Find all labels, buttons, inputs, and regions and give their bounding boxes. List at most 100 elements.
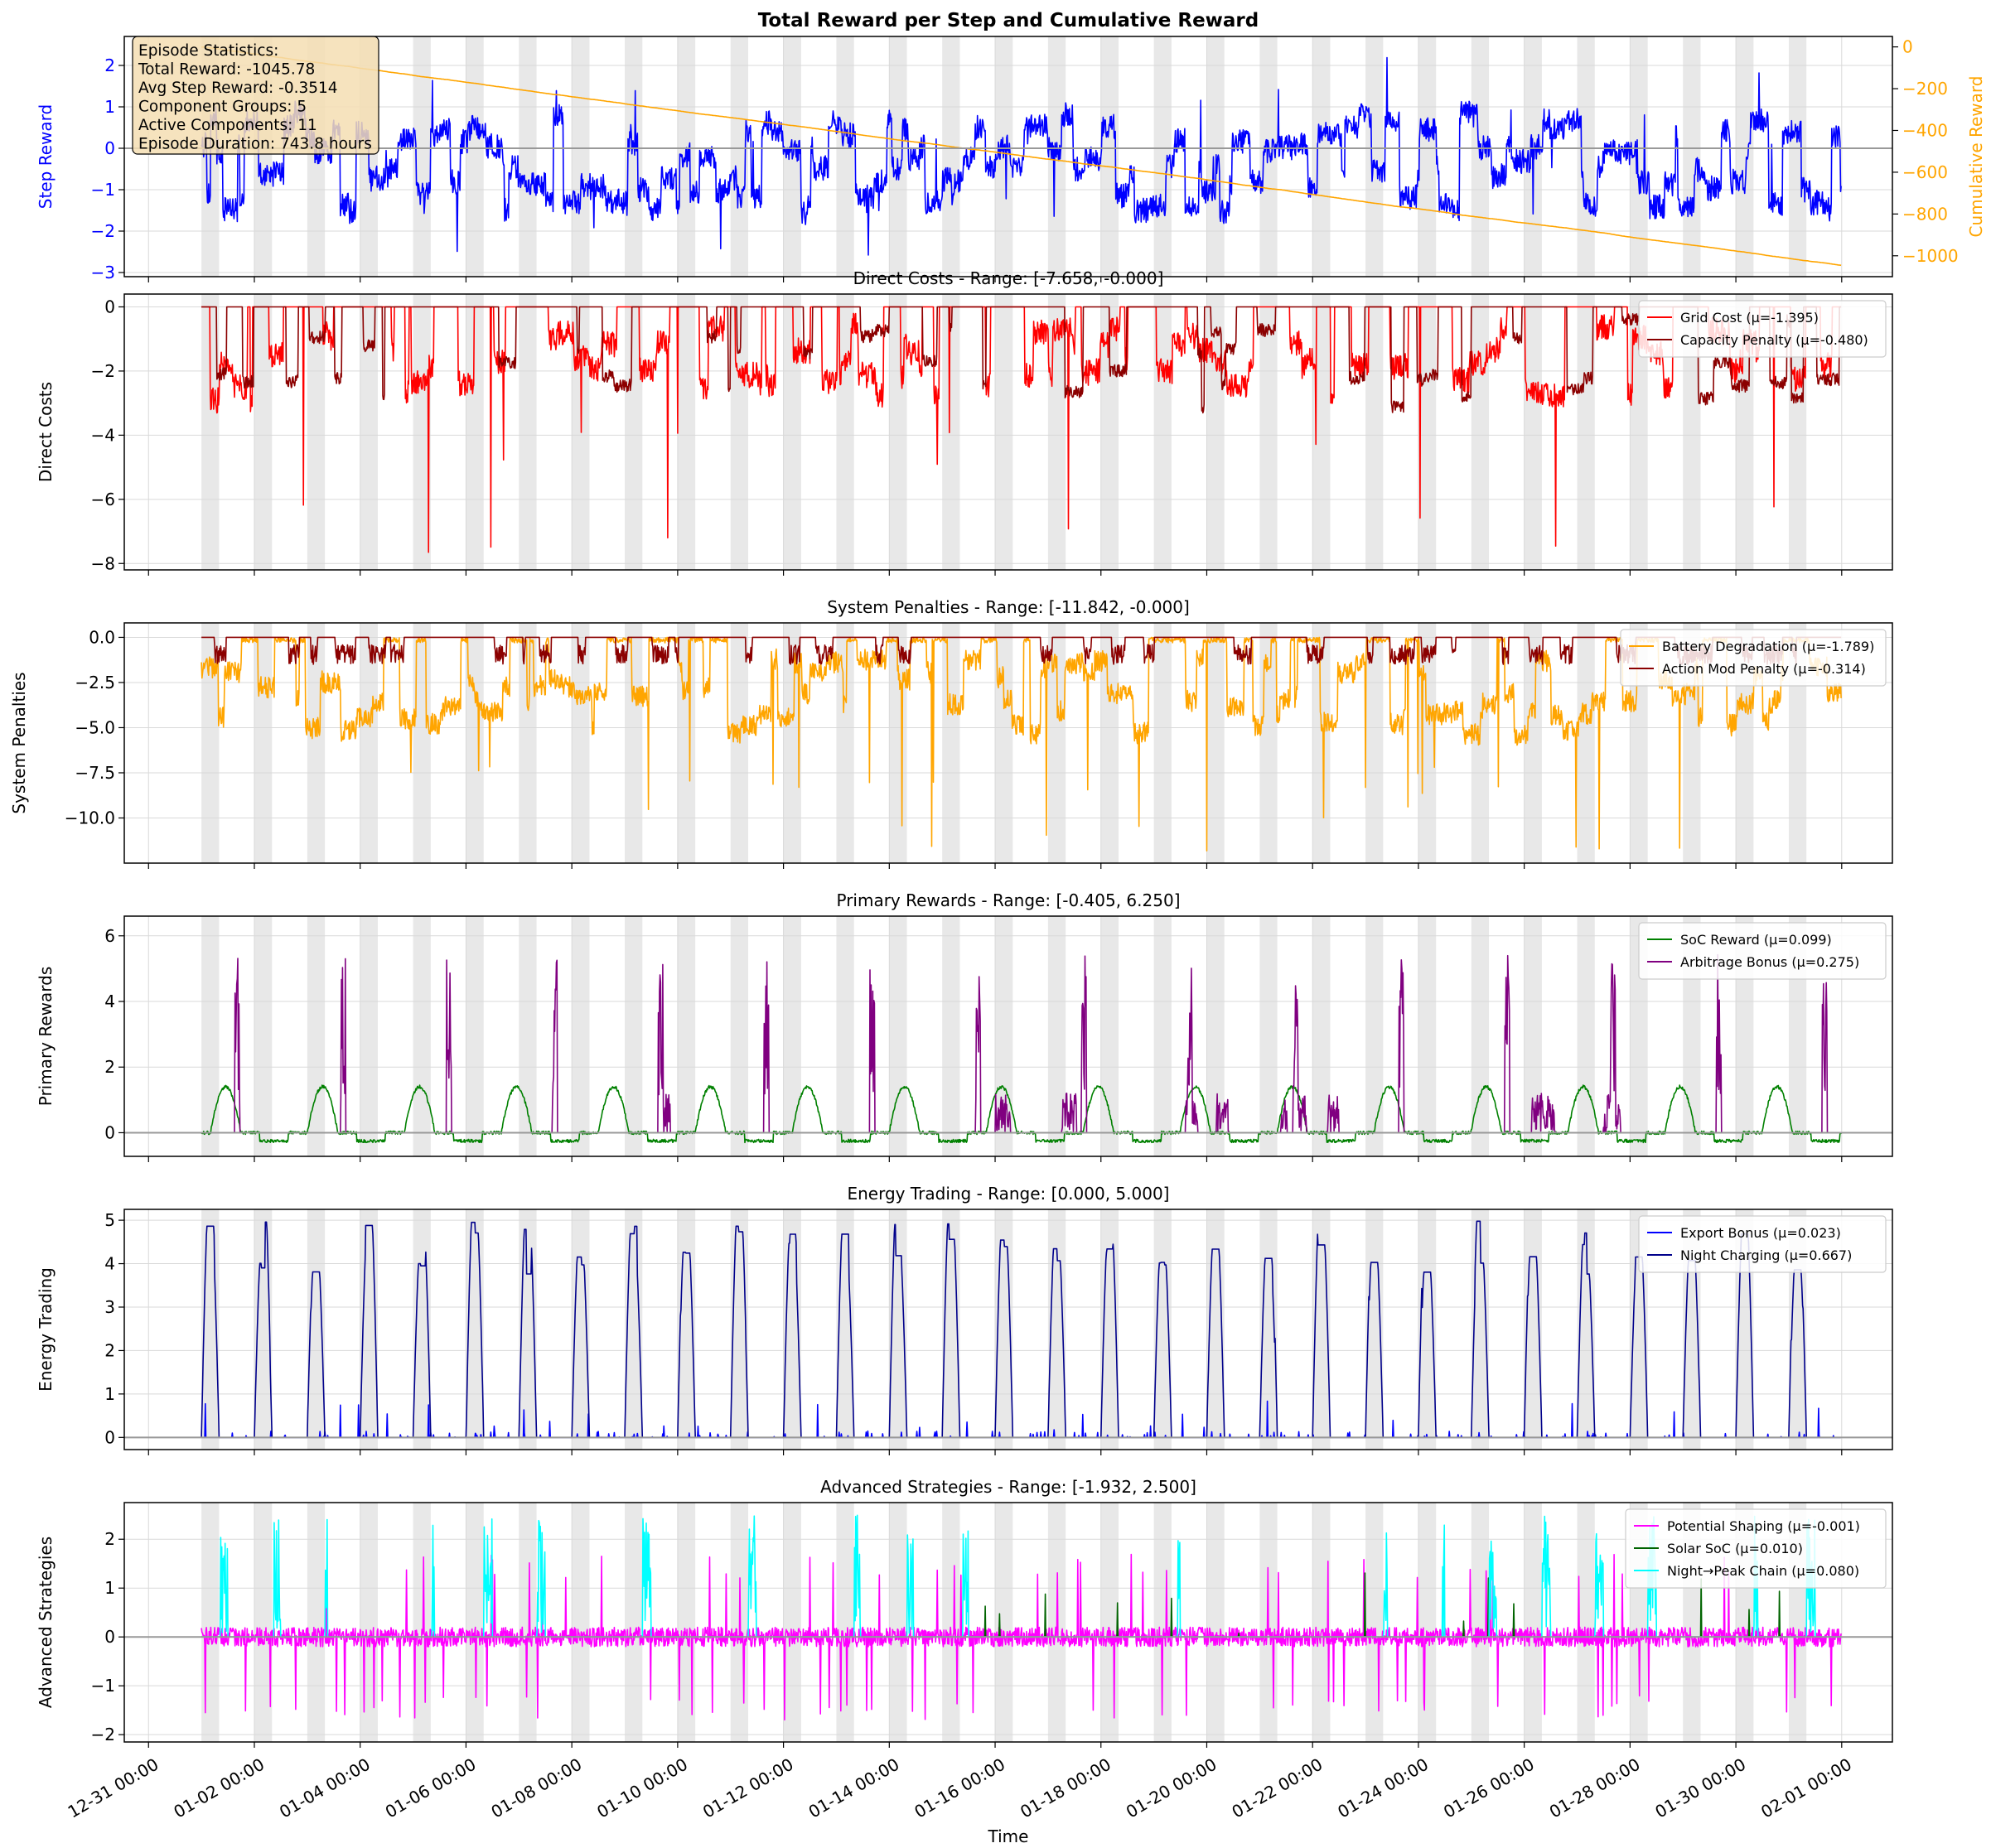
y-tick-label: −2 [91, 361, 115, 381]
night-band [625, 36, 643, 277]
legend-entry: SoC Reward (μ=0.099) [1680, 932, 1832, 948]
night-band [1259, 36, 1278, 277]
night-band [1365, 36, 1384, 277]
y-tick-label: −3 [91, 263, 115, 282]
series-line-3-2 [201, 636, 1842, 665]
night-band [730, 36, 749, 277]
stats-line: Active Components: 11 [138, 117, 317, 134]
night-band [1524, 916, 1542, 1156]
night-band [1471, 294, 1490, 570]
night-band [1365, 916, 1384, 1156]
night-band [360, 623, 378, 863]
night-band [1259, 916, 1278, 1156]
panel-4: 0 2 4 6 Primary Rewards Primary Rewards - Ran… [36, 890, 1893, 1162]
panel-title: Advanced Strategies - Range: [-1.932, 2.… [820, 1477, 1196, 1497]
series-line-1-1 [201, 56, 1842, 256]
y-axis-label: Primary Rewards [36, 967, 56, 1107]
night-band [889, 916, 907, 1156]
night-band [995, 294, 1013, 570]
night-band [1100, 294, 1119, 570]
y-tick-label: −1 [91, 180, 115, 200]
night-band [1418, 916, 1437, 1156]
y-tick-label: 3 [104, 1297, 115, 1317]
night-band [466, 623, 484, 863]
y-tick-label: −4 [91, 425, 115, 445]
y-tick-label: −10.0 [65, 808, 115, 827]
night-band [942, 294, 960, 570]
night-band [1206, 916, 1225, 1156]
night-band [254, 1503, 273, 1742]
legend-entry: Arbitrage Bonus (μ=0.275) [1680, 954, 1859, 970]
night-band [1312, 623, 1331, 863]
legend-box [1638, 1215, 1887, 1273]
night-band [1153, 623, 1172, 863]
night-band [1577, 1503, 1595, 1742]
night-band [942, 916, 960, 1156]
y-axis-label: Step Reward [36, 104, 56, 209]
night-band [413, 1503, 431, 1742]
series-line-1-2 [201, 46, 1842, 267]
y-tick-label: 6 [104, 926, 115, 946]
night-band [1259, 623, 1278, 863]
night-band [1047, 623, 1066, 863]
night-band [889, 1503, 907, 1742]
y-tick-label: 0 [104, 1627, 115, 1647]
legend-entry: Solar SoC (μ=0.010) [1667, 1541, 1803, 1556]
legend: Potential Shaping (μ=-0.001) Solar SoC (μ… [1625, 1508, 1887, 1589]
y-right-tick-label: 0 [1902, 37, 1913, 57]
night-band [466, 1503, 484, 1742]
y-tick-label: 0 [104, 1427, 115, 1447]
night-band [466, 916, 484, 1156]
legend-entry: Potential Shaping (μ=-0.001) [1667, 1518, 1860, 1534]
night-band [1365, 294, 1384, 570]
night-band [572, 36, 590, 277]
y-tick-label: −5.0 [75, 717, 115, 737]
night-band [783, 623, 801, 863]
y-tick-label: −2.5 [75, 673, 115, 692]
panel-3: −10.0 −7.5 −5.0 −2.5 0.0 System Penalties Syst… [9, 597, 1893, 869]
night-band [889, 36, 907, 277]
night-band [201, 916, 220, 1156]
panel-title: Total Reward per Step and Cumulative Rew… [758, 10, 1259, 31]
legend-box [1638, 922, 1887, 980]
y-tick-label: −6 [91, 490, 115, 509]
night-band [1736, 36, 1754, 277]
panel-title: Primary Rewards - Range: [-0.405, 6.250] [836, 890, 1180, 910]
night-band [1153, 1503, 1172, 1742]
legend-entry: Grid Cost (μ=-1.395) [1680, 310, 1819, 326]
night-band [572, 916, 590, 1156]
y-tick-label: −2 [91, 1725, 115, 1744]
night-band [1312, 36, 1331, 277]
night-band [1524, 623, 1542, 863]
night-band [519, 916, 537, 1156]
y-axis-label: Direct Costs [36, 382, 56, 482]
night-band [201, 1503, 220, 1742]
night-band [307, 1503, 326, 1742]
axes-frame [123, 622, 1893, 864]
night-band [1630, 294, 1648, 570]
y-tick-label: 2 [104, 55, 115, 75]
night-band [677, 916, 696, 1156]
y-right-tick-label: −200 [1902, 79, 1948, 99]
night-band [942, 623, 960, 863]
night-band [254, 916, 273, 1156]
panel-title: System Penalties - Range: [-11.842, -0.0… [827, 597, 1190, 617]
y-tick-label: 2 [104, 1529, 115, 1549]
night-band [889, 294, 907, 570]
y-right-tick-label: −1000 [1902, 246, 1959, 266]
night-band [625, 294, 643, 570]
night-band [1524, 294, 1542, 570]
legend: Export Bonus (μ=0.023) Night Charging (μ=… [1638, 1215, 1887, 1273]
y-right-tick-label: −600 [1902, 162, 1948, 182]
night-band [1312, 294, 1331, 570]
y-tick-label: 0.0 [89, 627, 115, 647]
axes-frame [123, 1502, 1893, 1743]
night-band [1365, 1503, 1384, 1742]
night-band [1788, 36, 1807, 277]
night-band [730, 916, 749, 1156]
series-line-2-2 [201, 306, 1842, 414]
night-band [1418, 1209, 1437, 1450]
y-tick-label: −7.5 [75, 763, 115, 783]
y-tick-label: 1 [104, 1578, 115, 1598]
